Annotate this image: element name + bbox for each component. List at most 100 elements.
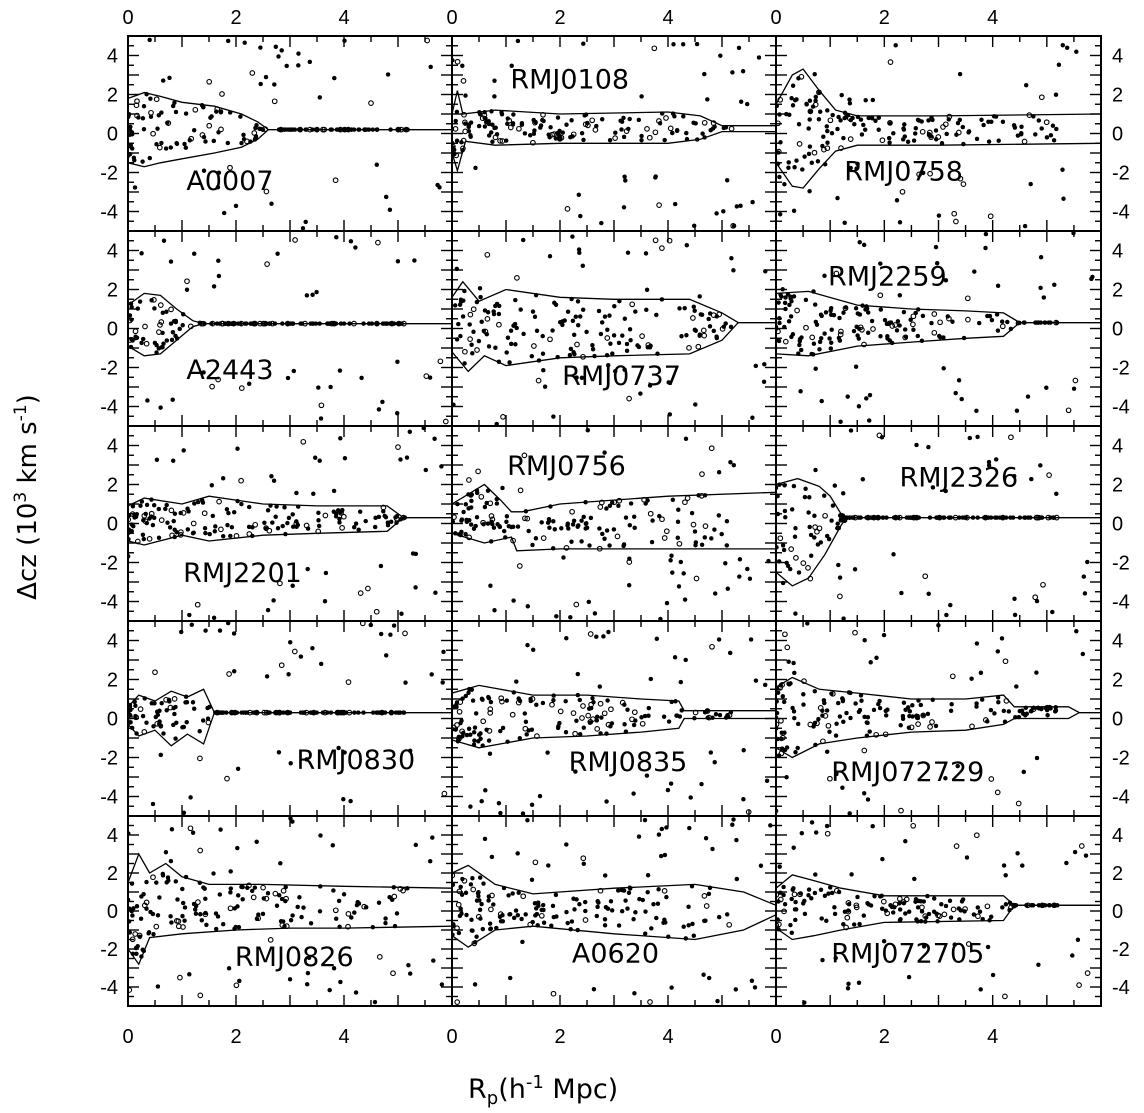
galaxy-point bbox=[910, 313, 917, 320]
galaxy-point bbox=[328, 384, 333, 390]
galaxy-point bbox=[181, 810, 187, 816]
galaxy-point bbox=[206, 122, 213, 129]
galaxy-point bbox=[577, 697, 583, 703]
galaxy-point bbox=[541, 920, 547, 925]
x-tick-label: 0 bbox=[770, 7, 781, 29]
galaxy-point bbox=[753, 363, 759, 369]
galaxy-point bbox=[463, 121, 468, 126]
cluster-label: RMJ2326 bbox=[900, 462, 1019, 493]
galaxy-point bbox=[407, 748, 413, 754]
galaxy-point bbox=[529, 802, 535, 808]
galaxy-point bbox=[201, 510, 208, 517]
galaxy-point bbox=[802, 911, 808, 917]
galaxy-point bbox=[288, 917, 294, 923]
caustic-upper-line bbox=[452, 280, 776, 324]
galaxy-point bbox=[835, 521, 840, 526]
galaxy-point bbox=[879, 435, 885, 440]
galaxy-point bbox=[200, 718, 206, 723]
galaxy-point bbox=[603, 904, 609, 910]
galaxy-point bbox=[285, 375, 291, 381]
galaxy-point bbox=[531, 343, 537, 349]
galaxy-point bbox=[929, 320, 934, 326]
panel-rmj072729: RMJ072729 bbox=[775, 620, 1102, 817]
galaxy-point bbox=[457, 913, 463, 919]
galaxy-point bbox=[1040, 581, 1046, 588]
galaxy-point bbox=[390, 970, 396, 977]
galaxy-point bbox=[824, 124, 830, 129]
y-tick-label: 4 bbox=[1112, 241, 1123, 263]
galaxy-point bbox=[170, 458, 176, 463]
galaxy-point bbox=[270, 520, 275, 525]
galaxy-point bbox=[487, 500, 494, 507]
galaxy-point bbox=[468, 120, 474, 125]
galaxy-point bbox=[996, 138, 1001, 143]
galaxy-point bbox=[892, 905, 897, 910]
panel-rmj0108: RMJ0108 bbox=[451, 35, 777, 232]
galaxy-point bbox=[466, 477, 472, 483]
galaxy-point bbox=[926, 591, 931, 597]
galaxy-point bbox=[791, 891, 798, 898]
galaxy-point bbox=[724, 178, 730, 183]
galaxy-point bbox=[580, 307, 586, 312]
galaxy-point bbox=[1074, 628, 1079, 634]
galaxy-point bbox=[753, 678, 759, 683]
galaxy-point bbox=[466, 128, 472, 134]
galaxy-point bbox=[180, 913, 185, 919]
galaxy-point bbox=[852, 629, 858, 636]
galaxy-point bbox=[413, 585, 418, 590]
galaxy-point bbox=[861, 791, 867, 796]
galaxy-point bbox=[314, 289, 319, 295]
galaxy-point bbox=[625, 250, 631, 255]
galaxy-point bbox=[215, 376, 221, 383]
galaxy-point bbox=[383, 194, 389, 200]
cluster-label: RMJ072729 bbox=[831, 757, 984, 788]
galaxy-point bbox=[897, 293, 903, 298]
galaxy-point bbox=[724, 518, 730, 524]
galaxy-point bbox=[842, 305, 849, 312]
galaxy-point bbox=[170, 397, 175, 402]
galaxy-point bbox=[895, 319, 901, 324]
galaxy-point bbox=[734, 837, 739, 843]
galaxy-point bbox=[168, 306, 174, 313]
galaxy-point bbox=[395, 259, 401, 264]
galaxy-point bbox=[483, 788, 488, 793]
caustic-lower-line bbox=[776, 516, 1101, 587]
galaxy-point bbox=[682, 499, 688, 506]
galaxy-point bbox=[594, 718, 600, 723]
galaxy-point bbox=[812, 513, 817, 519]
panel-frame bbox=[775, 425, 1102, 622]
galaxy-point bbox=[752, 985, 758, 990]
galaxy-point bbox=[905, 705, 911, 710]
galaxy-point bbox=[608, 899, 614, 904]
galaxy-point bbox=[423, 467, 429, 473]
galaxy-point bbox=[564, 206, 571, 212]
galaxy-point bbox=[269, 201, 274, 206]
caustic-upper-line bbox=[128, 495, 452, 519]
galaxy-point bbox=[500, 919, 506, 924]
galaxy-point bbox=[1064, 860, 1069, 866]
galaxy-point bbox=[1048, 133, 1054, 138]
galaxy-point bbox=[494, 421, 499, 426]
galaxy-point bbox=[825, 128, 830, 134]
galaxy-point bbox=[173, 879, 179, 884]
galaxy-point bbox=[888, 320, 894, 325]
galaxy-point bbox=[1038, 285, 1043, 291]
galaxy-point bbox=[458, 333, 463, 339]
galaxy-point bbox=[786, 160, 791, 165]
galaxy-point bbox=[530, 542, 535, 548]
galaxy-point bbox=[682, 597, 688, 602]
galaxy-point bbox=[596, 900, 601, 905]
galaxy-point bbox=[948, 602, 953, 608]
galaxy-point bbox=[228, 869, 233, 874]
galaxy-point bbox=[473, 523, 478, 529]
galaxy-point bbox=[915, 721, 921, 727]
galaxy-point bbox=[551, 414, 556, 419]
galaxy-point bbox=[164, 880, 169, 885]
galaxy-point bbox=[627, 327, 633, 332]
panel-points bbox=[128, 234, 449, 425]
galaxy-point bbox=[506, 893, 511, 898]
y-axis-title: Δcz (103 km s-1) bbox=[11, 394, 43, 600]
galaxy-point bbox=[862, 637, 867, 643]
galaxy-point bbox=[927, 724, 933, 730]
